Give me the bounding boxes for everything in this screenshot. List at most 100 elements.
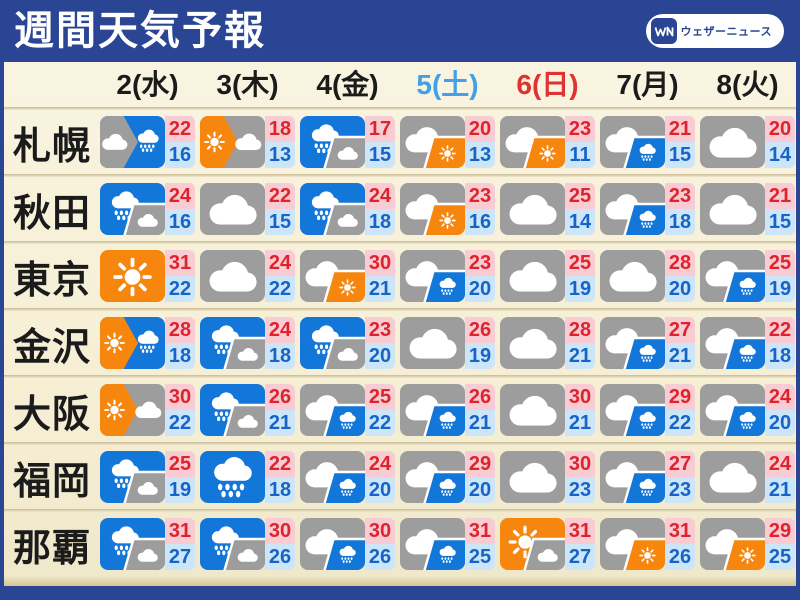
low-temp: 18 [265,477,295,503]
weather-icon-rain-cloudy [300,183,365,235]
city-label: 福岡 [12,460,91,503]
high-temp: 20 [765,116,795,142]
page-title: 週間天気予報 [14,9,266,53]
high-temp: 30 [565,451,595,477]
forecast-cell: 25 19 [100,451,195,503]
low-temp: 23 [565,477,595,503]
temperature-column: 30 26 [265,518,295,570]
high-temp: 22 [265,451,295,477]
low-temp: 21 [665,343,695,369]
forecast-cell: 25 22 [300,384,395,436]
temperature-column: 31 22 [165,250,195,302]
high-temp: 31 [565,518,595,544]
temperature-column: 23 11 [565,116,595,168]
low-temp: 20 [465,276,495,302]
high-temp: 25 [765,250,795,276]
high-temp: 25 [165,451,195,477]
temperature-column: 20 14 [765,116,795,168]
forecast-cell: 29 25 [700,518,795,570]
weather-icon-sunny-cloudy [500,518,565,570]
forecast-row: 福岡 25 19 22 18 24 20 29 20 30 23 27 23 24 21 [4,445,796,509]
temperature-column: 28 18 [165,317,195,369]
weather-icon-rain-cloudy [200,317,265,369]
temperature-column: 29 25 [765,518,795,570]
weather-icon-cloudy-rain [100,116,165,168]
bottom-fade [4,576,796,586]
low-temp: 16 [465,209,495,235]
forecast-cell: 24 18 [300,183,395,235]
city-label: 大阪 [12,393,91,436]
row-divider [4,174,796,177]
low-temp: 20 [665,276,695,302]
weather-icon-cloudy [700,183,765,235]
low-temp: 15 [265,209,295,235]
temperature-column: 31 27 [165,518,195,570]
weather-icon-rain-cloudy [100,518,165,570]
city-label: 那覇 [12,527,91,570]
forecast-cell: 24 20 [700,384,795,436]
forecast-row: 那覇 31 27 30 26 30 26 31 25 31 27 31 26 29 25 [4,512,796,576]
bottom-bar [0,586,800,600]
forecast-cell: 23 18 [600,183,695,235]
weather-icon-cloudy-rain [600,317,665,369]
temperature-column: 23 20 [465,250,495,302]
low-temp: 16 [165,142,195,168]
low-temp: 18 [765,343,795,369]
high-temp: 26 [265,384,295,410]
temperature-column: 23 20 [365,317,395,369]
forecast-cell: 30 23 [500,451,595,503]
forecast-cell: 22 18 [200,451,295,503]
weather-icon-rain-cloudy [200,384,265,436]
forecast-cell: 25 19 [700,250,795,302]
forecast-cell: 29 22 [600,384,695,436]
high-temp: 25 [565,183,595,209]
low-temp: 21 [765,477,795,503]
high-temp: 24 [365,183,395,209]
forecast-cell: 28 20 [600,250,695,302]
temperature-column: 26 19 [465,317,495,369]
high-temp: 28 [665,250,695,276]
date-header: 2(水) [116,69,179,100]
weather-icon-cloudy-rain [600,384,665,436]
temperature-column: 27 23 [665,451,695,503]
weather-icon-cloudy [700,116,765,168]
temperature-column: 24 18 [265,317,295,369]
forecast-row: 東京 31 22 24 22 30 21 23 20 25 19 28 20 25 19 [4,244,796,308]
high-temp: 20 [465,116,495,142]
forecast-cell: 24 21 [700,451,795,503]
forecast-cell: 24 20 [300,451,395,503]
weather-icon-cloudy-sunny [700,518,765,570]
temperature-column: 22 16 [165,116,195,168]
temperature-column: 28 21 [565,317,595,369]
weather-icon-cloudy [200,250,265,302]
high-temp: 30 [365,250,395,276]
weather-icon-cloudy-rain [600,116,665,168]
low-temp: 25 [465,544,495,570]
low-temp: 11 [565,142,595,168]
weather-icon-cloudy [500,451,565,503]
temperature-column: 22 15 [265,183,295,235]
high-temp: 22 [165,116,195,142]
temperature-column: 25 19 [565,250,595,302]
forecast-row: 大阪 30 22 26 21 25 22 26 21 30 21 29 22 24 20 [4,378,796,442]
weather-icon-cloudy-rain [300,518,365,570]
weather-icon-rain-cloudy [100,183,165,235]
forecast-cell: 29 20 [400,451,495,503]
temperature-column: 24 16 [165,183,195,235]
high-temp: 17 [365,116,395,142]
low-temp: 26 [665,544,695,570]
forecast-cell: 31 25 [400,518,495,570]
date-header: 4(金) [316,69,379,100]
forecast-cell: 22 18 [700,317,795,369]
temperature-column: 26 21 [465,384,495,436]
temperature-column: 26 21 [265,384,295,436]
low-temp: 19 [465,343,495,369]
forecast-cell: 27 21 [600,317,695,369]
weather-icon-cloudy [400,317,465,369]
temperature-column: 20 13 [465,116,495,168]
weather-icon-cloudy-sunny [400,116,465,168]
temperature-column: 28 20 [665,250,695,302]
weather-icon-cloudy [500,317,565,369]
low-temp: 22 [365,410,395,436]
forecast-cell: 24 22 [200,250,295,302]
